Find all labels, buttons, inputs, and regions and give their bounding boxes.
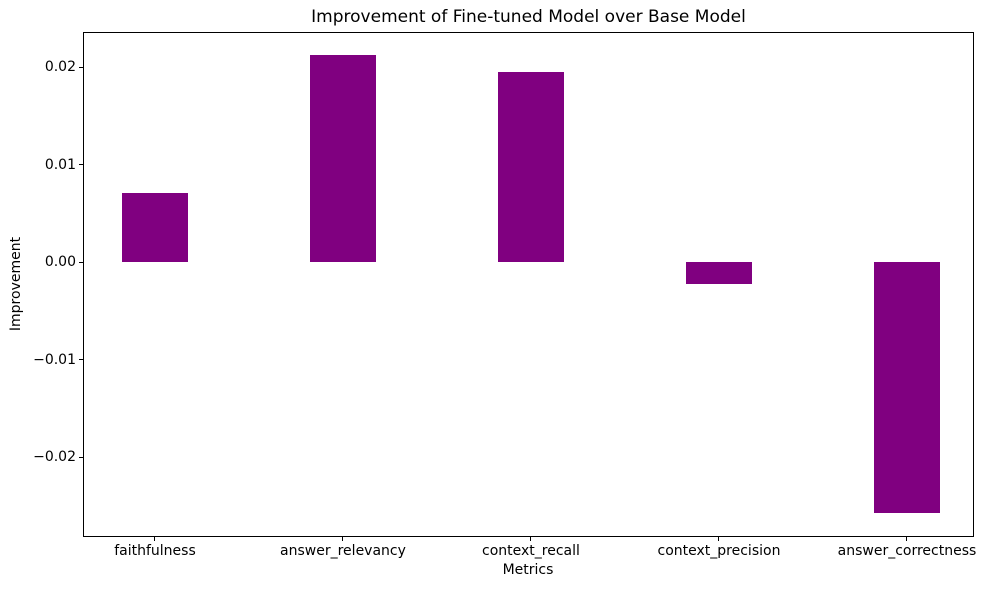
y-tick-mark <box>79 164 83 166</box>
y-tick-mark <box>79 261 83 263</box>
y-tick-label: −0.01 <box>33 351 76 368</box>
bar-answer_correctness <box>873 262 940 513</box>
x-tick-mark <box>906 537 908 541</box>
bar-faithfulness <box>121 192 188 263</box>
y-tick-label: −0.02 <box>33 449 76 466</box>
x-tick-label-answer_correctness: answer_correctness <box>837 543 977 559</box>
x-tick-mark <box>154 537 156 541</box>
y-axis-label: Improvement <box>8 236 24 332</box>
y-tick-label: 0.01 <box>44 156 76 173</box>
x-tick-mark <box>530 537 532 541</box>
chart-title: Improvement of Fine-tuned Model over Bas… <box>311 7 746 27</box>
x-axis-label: Metrics <box>502 562 554 578</box>
x-tick-label-context_recall: context_recall <box>482 543 580 559</box>
y-tick-label: 0.02 <box>44 59 76 76</box>
y-tick-mark <box>79 359 83 361</box>
y-tick-mark <box>79 456 83 458</box>
x-tick-label-context_precision: context_precision <box>657 543 781 559</box>
x-tick-label-answer_relevancy: answer_relevancy <box>280 543 406 559</box>
x-tick-mark <box>718 537 720 541</box>
y-tick-mark <box>79 66 83 68</box>
bar-context_precision <box>685 262 752 284</box>
bar-context_recall <box>497 71 564 263</box>
x-tick-label-faithfulness: faithfulness <box>114 543 196 559</box>
bar-answer_relevancy <box>309 55 376 263</box>
x-tick-mark <box>342 537 344 541</box>
y-tick-label: 0.00 <box>44 254 76 271</box>
